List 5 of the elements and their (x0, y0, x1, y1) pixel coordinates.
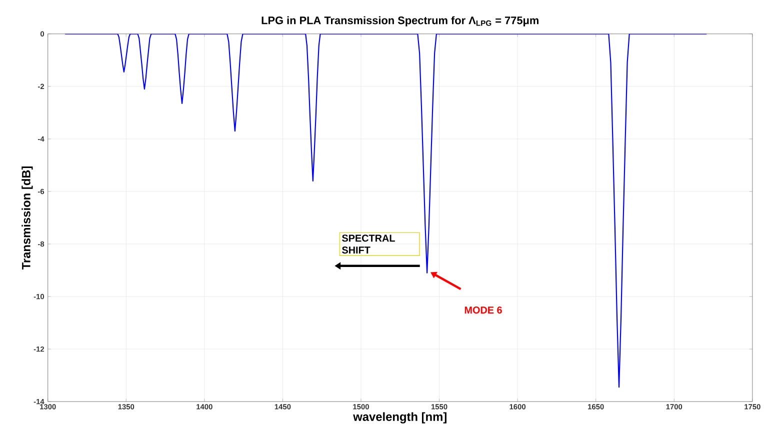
x-axis-title: wavelength [nm] (353, 412, 446, 424)
y-axis-title: Transmission [dB] (22, 166, 33, 270)
chart-title: LPG in PLA Transmission Spectrum for Λ$_{LPG}$ = 775μm (262, 16, 538, 26)
annotation: SPECTRAL SHIFT (342, 234, 395, 254)
annotation: MODE 6 (464, 306, 502, 314)
